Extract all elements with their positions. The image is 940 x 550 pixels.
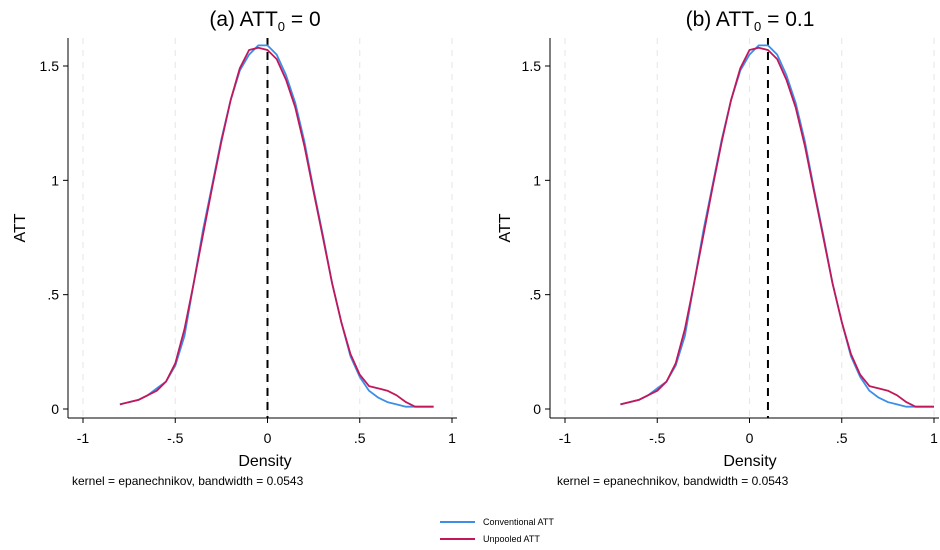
panel-b-x-tick-label-3: .5 [836, 430, 848, 446]
panel-b-y-tick-label-3: 1.5 [522, 58, 542, 74]
panel-b-x-tick-label-4: 1 [930, 430, 938, 446]
panel-a-y-tick-label-0: 0 [51, 401, 59, 417]
panel-b-y-tick-label-0: 0 [533, 401, 541, 417]
panel-b-title: (b) ATT0 = 0.1 [686, 8, 815, 34]
panel-b-series-unpooled [620, 46, 934, 408]
panel-a-x-tick-label-2: 0 [264, 430, 272, 446]
panel-a-series-unpooled [119, 46, 434, 408]
panel-b: (b) ATT0 = 0.1 Density ATT kernel = epan… [497, 8, 939, 488]
panel-a-x-tick-label-3: .5 [354, 430, 366, 446]
panel-a-y-tick-label-3: 1.5 [40, 58, 60, 74]
panel-a-x-tick-label-1: -.5 [167, 430, 184, 446]
panel-b-x-tick-label-0: -1 [559, 430, 572, 446]
panel-b-y-axis-label: ATT [497, 213, 514, 242]
legend-label-unpooled: Unpooled ATT [483, 534, 540, 544]
legend: Conventional ATT Unpooled ATT [440, 517, 554, 544]
panel-a-y-tick-label-1: .5 [47, 287, 59, 303]
panel-b-x-tick-label-1: -.5 [649, 430, 666, 446]
panel-b-series-conventional [620, 44, 934, 408]
panel-a-x-tick-label-0: -1 [77, 430, 90, 446]
panel-b-y-tick-label-2: 1 [533, 172, 541, 188]
legend-label-conventional: Conventional ATT [483, 517, 554, 527]
panel-b-x-tick-label-2: 0 [746, 430, 754, 446]
panel-a-y-axis-label: ATT [12, 213, 29, 242]
panel-a-y-tick-label-2: 1 [51, 172, 59, 188]
panel-a-x-tick-label-4: 1 [448, 430, 456, 446]
panel-a: (a) ATT0 = 0 Density ATT kernel = epanec… [12, 8, 457, 488]
panel-b-kernel-note: kernel = epanechnikov, bandwidth = 0.054… [557, 474, 789, 488]
panel-b-x-axis-label: Density [723, 453, 776, 470]
panel-a-x-axis-label: Density [238, 453, 291, 470]
panel-a-series-conventional [119, 44, 434, 408]
panel-a-title: (a) ATT0 = 0 [209, 8, 320, 34]
panel-b-y-tick-label-1: .5 [529, 287, 541, 303]
panel-a-kernel-note: kernel = epanechnikov, bandwidth = 0.054… [72, 474, 304, 488]
